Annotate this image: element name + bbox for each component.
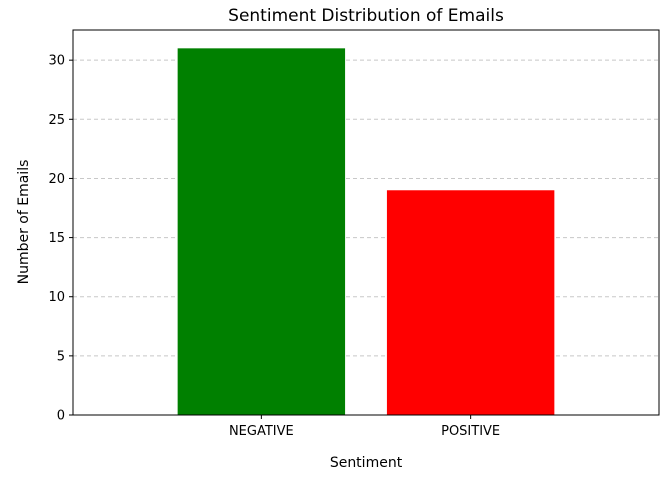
- x-axis-label: Sentiment: [330, 455, 403, 471]
- y-tick-label: 30: [48, 54, 65, 69]
- y-tick-label: 0: [57, 409, 65, 424]
- x-tick-label: NEGATIVE: [229, 424, 294, 439]
- y-tick-label: 25: [48, 113, 65, 128]
- y-tick-label: 15: [48, 231, 65, 246]
- y-axis-ticks: 0 5 10 15 20 25 30: [48, 54, 73, 424]
- bar-negative: [177, 48, 346, 415]
- grid-lines: [73, 59, 659, 357]
- bars: [177, 48, 555, 415]
- y-tick-label: 20: [48, 172, 65, 187]
- chart-title: Sentiment Distribution of Emails: [228, 6, 504, 26]
- y-tick-label: 5: [57, 349, 65, 364]
- bar-positive: [386, 190, 555, 415]
- y-tick-label: 10: [48, 290, 65, 305]
- y-axis-label: Number of Emails: [16, 160, 32, 285]
- x-axis-ticks: NEGATIVE POSITIVE: [229, 415, 500, 439]
- x-tick-label: POSITIVE: [441, 424, 500, 439]
- plot-frame: [72, 29, 660, 416]
